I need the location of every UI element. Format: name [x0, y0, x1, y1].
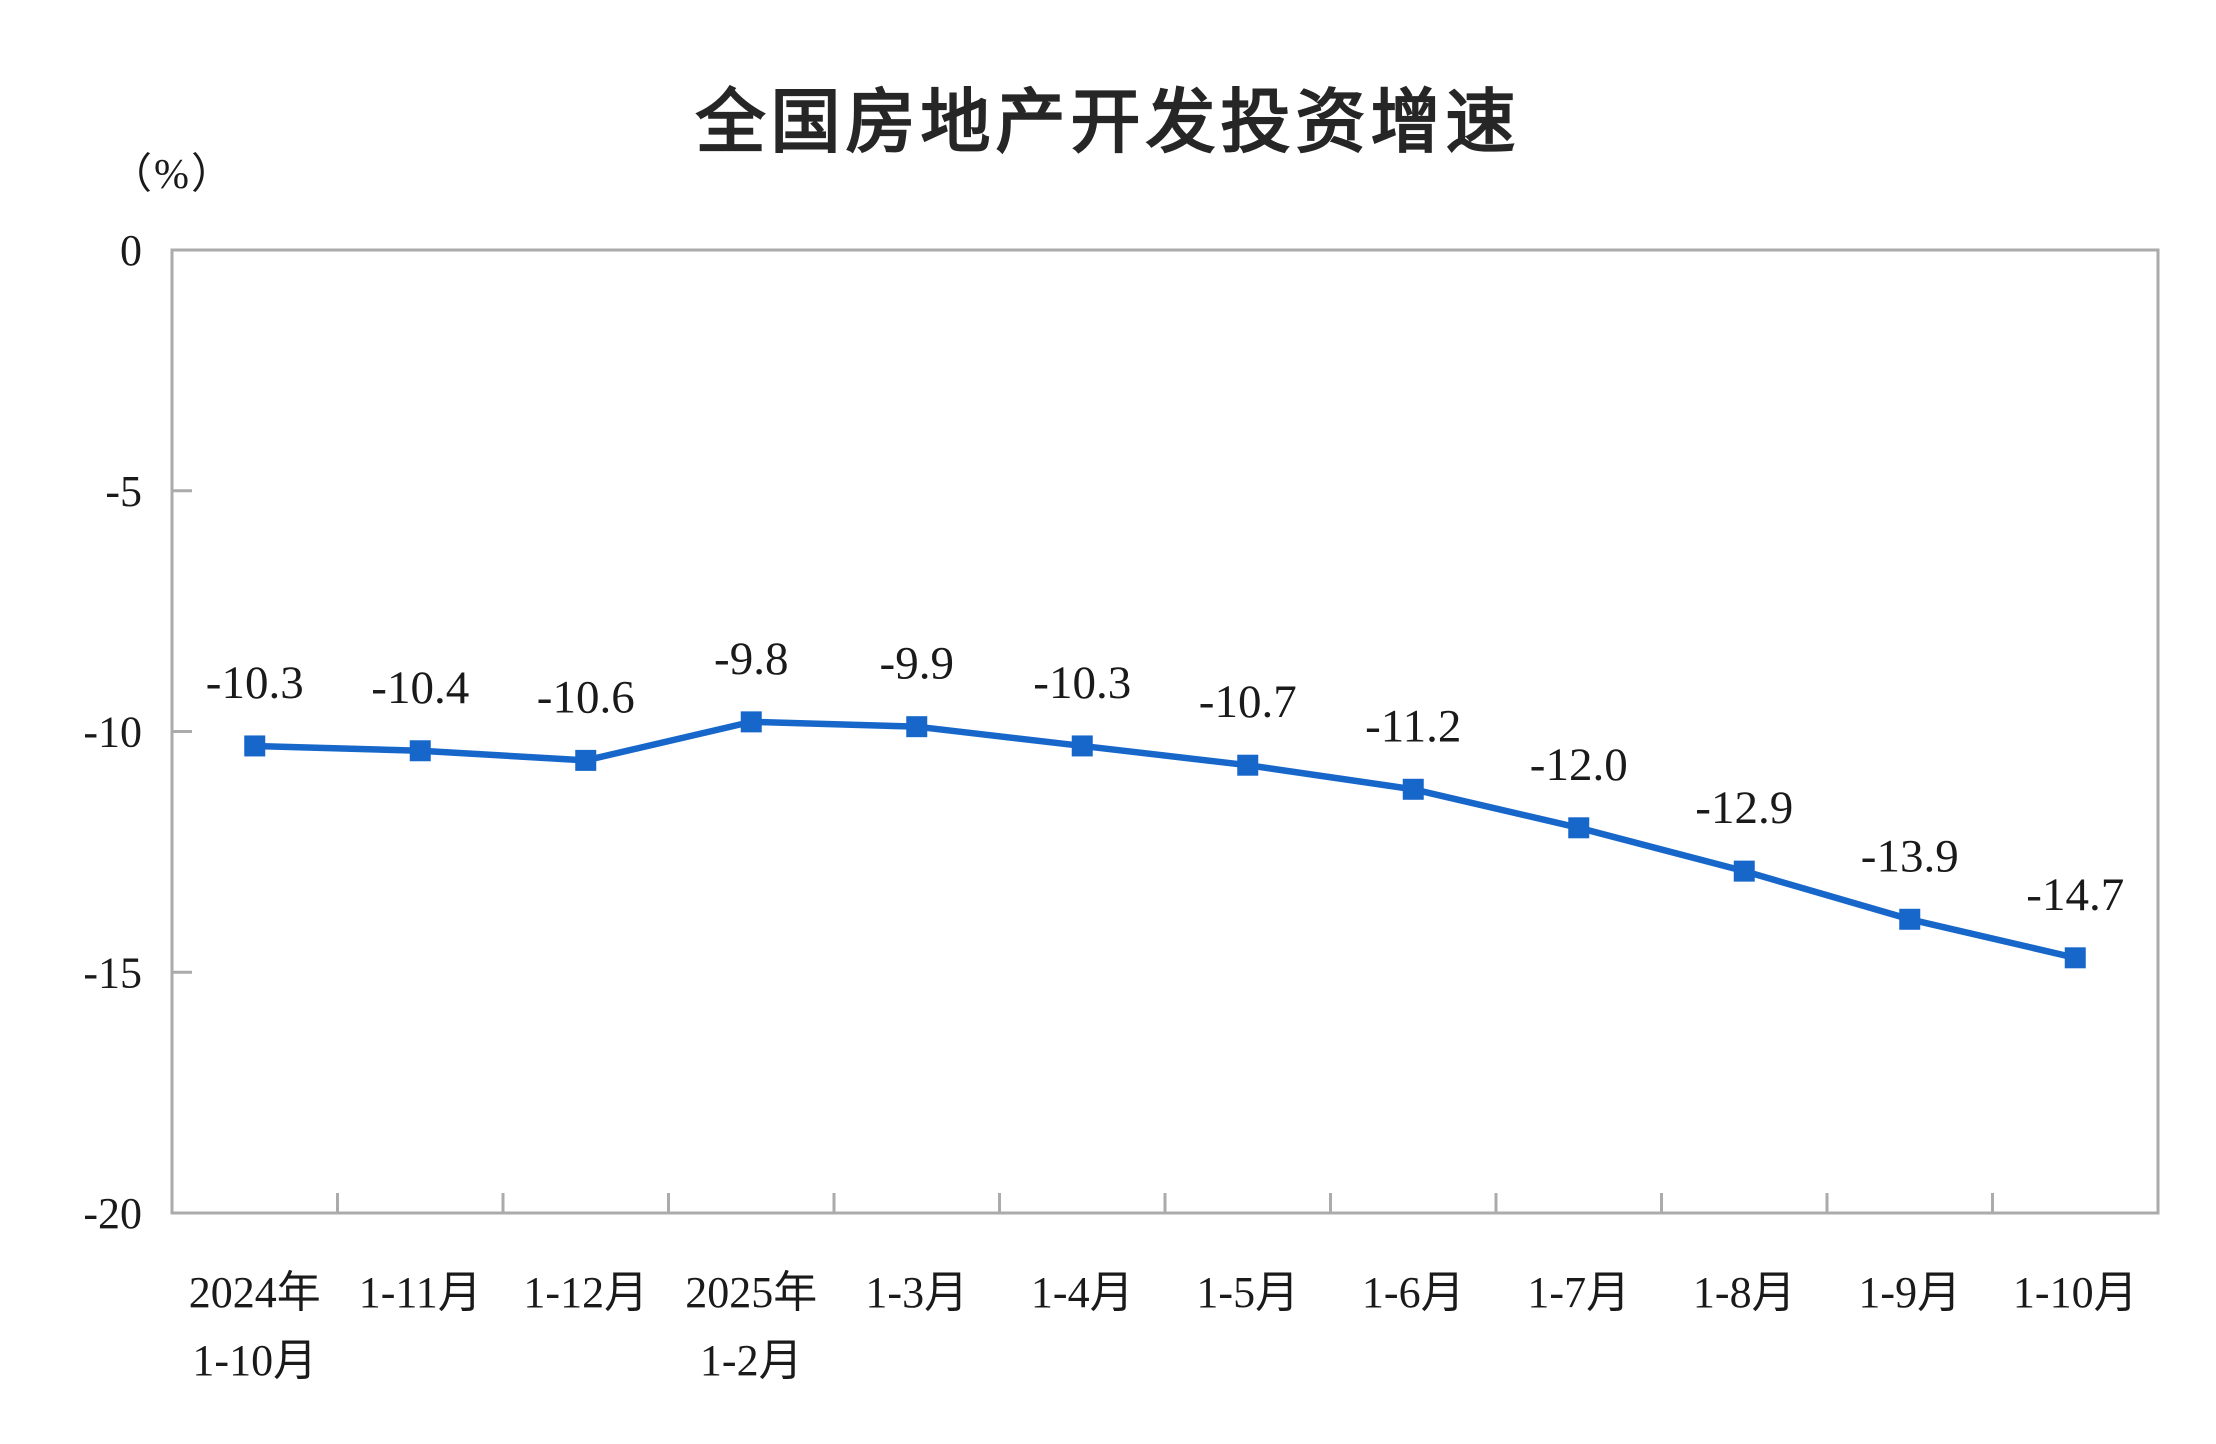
data-point-label: -9.9: [880, 638, 954, 690]
y-axis-tick-label: -15: [83, 948, 142, 997]
y-axis-tick-label: 0: [120, 226, 142, 275]
x-axis-tick-label: 1-11月: [359, 1268, 482, 1317]
data-point-label: -11.2: [1365, 700, 1461, 752]
data-point-label: -9.8: [714, 633, 788, 685]
data-point-marker: [740, 711, 762, 733]
data-point-marker: [409, 740, 431, 762]
y-axis-tick-label: -10: [83, 708, 142, 757]
data-point-label: -12.0: [1530, 739, 1628, 791]
x-axis-tick-label: 1-6月: [1362, 1268, 1465, 1317]
data-point-label: -10.3: [206, 657, 304, 709]
x-axis-tick-label: 1-10月: [2013, 1268, 2138, 1317]
x-axis-tick-label: 2024年: [189, 1268, 321, 1317]
data-point-marker: [1568, 817, 1590, 839]
data-point-marker: [1071, 735, 1093, 757]
data-point-label: -13.9: [1861, 830, 1959, 882]
x-axis-tick-label: 1-5月: [1196, 1268, 1299, 1317]
data-point-label: -10.4: [371, 662, 469, 714]
y-axis-unit-label: （%）: [110, 152, 235, 198]
x-axis-tick-label: 1-8月: [1693, 1268, 1796, 1317]
x-axis-tick-label: 1-7月: [1527, 1268, 1630, 1317]
y-axis-tick-label: -20: [83, 1189, 142, 1238]
x-axis-tick-label: 1-3月: [865, 1268, 968, 1317]
data-point-label: -10.3: [1033, 657, 1131, 709]
data-point-marker: [575, 749, 597, 771]
data-point-marker: [244, 735, 266, 757]
data-point-marker: [906, 716, 928, 738]
data-point-marker: [1733, 860, 1755, 882]
x-axis-tick-label: 1-10月: [192, 1336, 317, 1385]
data-point-marker: [2064, 947, 2086, 969]
x-axis-tick-label: 2025年: [685, 1268, 817, 1317]
data-point-label: -10.7: [1199, 676, 1297, 728]
y-axis-tick-label: -5: [105, 467, 142, 516]
x-axis-tick-label: 1-4月: [1031, 1268, 1134, 1317]
series-line: [251, 718, 2079, 962]
data-point-label: -10.6: [537, 671, 635, 723]
x-axis-tick-label: 1-12月: [523, 1268, 648, 1317]
data-point-marker: [1402, 778, 1424, 800]
data-point-marker: [1237, 754, 1259, 776]
data-point-label: -12.9: [1695, 782, 1793, 834]
x-axis-tick-label: 1-2月: [700, 1336, 803, 1385]
chart-title: 全国房地产开发投资增速: [695, 83, 1521, 161]
data-point-label: -14.7: [2026, 869, 2124, 921]
plot-border: [170, 248, 2160, 1215]
data-point-marker: [1899, 908, 1921, 930]
x-axis-tick-label: 1-9月: [1858, 1268, 1961, 1317]
